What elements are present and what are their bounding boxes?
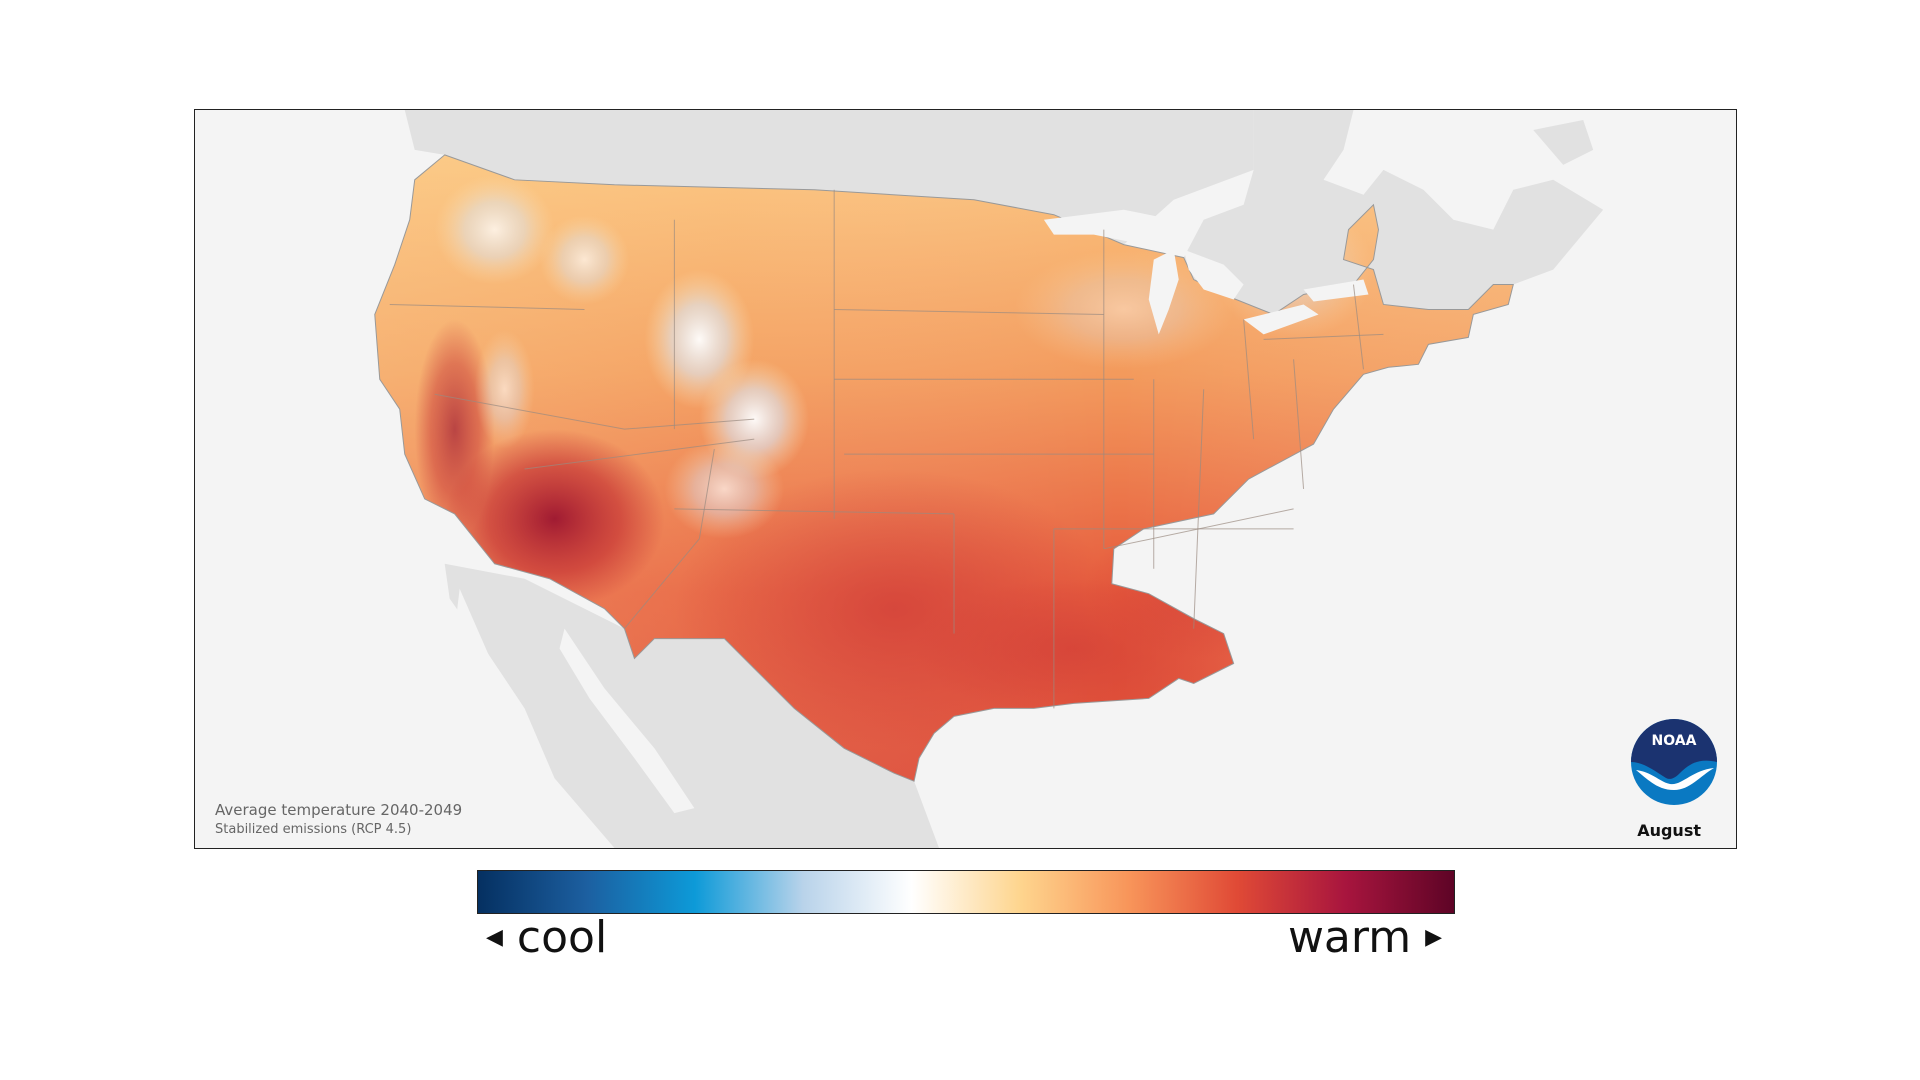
noaa-logo: NOAA	[1631, 719, 1717, 805]
neighbor-land	[404, 110, 1604, 848]
temperature-map: Average temperature 2040-2049 Stabilized…	[194, 109, 1737, 849]
legend-cool: ◀ cool	[486, 912, 607, 964]
month-label: August	[1637, 821, 1701, 840]
noaa-logo-text: NOAA	[1652, 733, 1697, 749]
cool-label: cool	[516, 912, 608, 963]
map-caption-subtitle: Stabilized emissions (RCP 4.5)	[215, 822, 412, 837]
legend-warm: warm ▶	[1288, 912, 1442, 964]
great-lakes	[1043, 209, 1369, 335]
map-caption-title: Average temperature 2040-2049	[215, 801, 463, 819]
state-borders	[389, 189, 1384, 709]
left-arrow-icon: ◀	[486, 925, 503, 950]
color-scale-bar	[477, 870, 1455, 914]
warm-label: warm	[1287, 912, 1412, 963]
right-arrow-icon: ▶	[1425, 925, 1442, 950]
map-canvas	[374, 110, 1604, 848]
